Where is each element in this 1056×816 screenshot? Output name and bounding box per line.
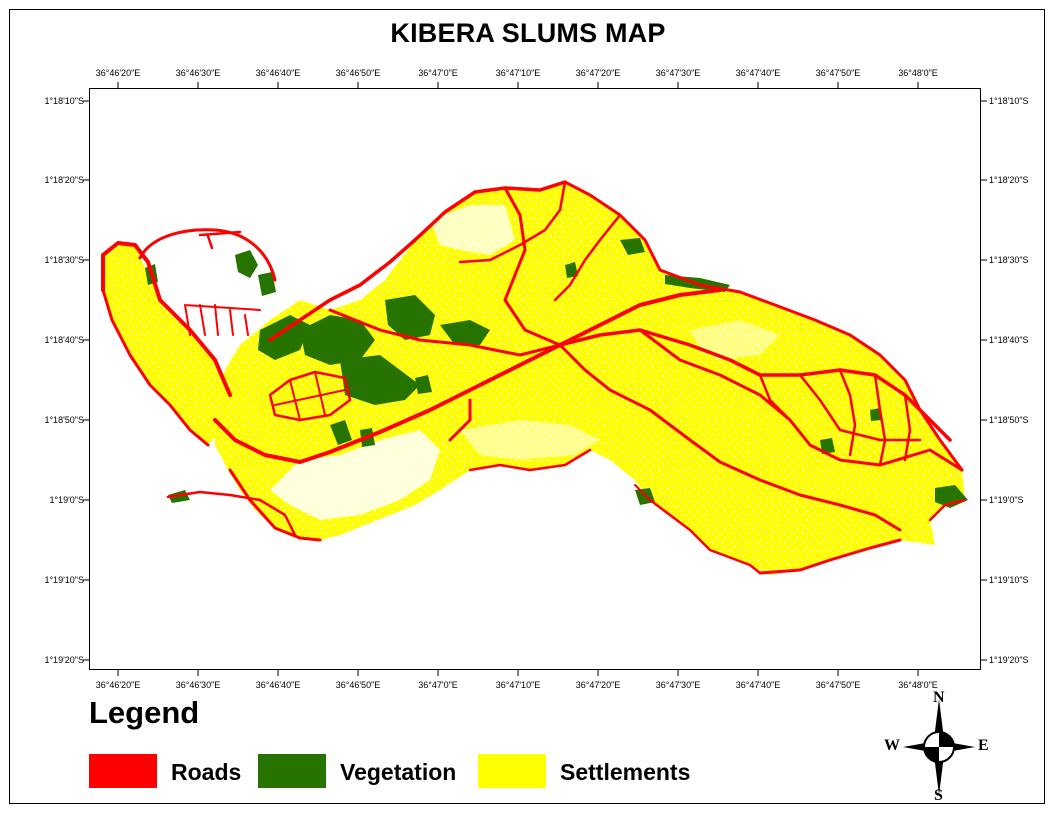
roads-swatch: [89, 754, 157, 788]
longitude-label-top: 36°46'20"E: [95, 68, 141, 78]
compass-east-label: E: [978, 737, 989, 754]
longitude-label-top: 36°47'30"E: [655, 68, 701, 78]
settlements-swatch: [478, 754, 546, 788]
compass-north-label: N: [933, 689, 945, 706]
longitude-label-top: 36°46'30"E: [175, 68, 221, 78]
longitude-label-bottom: 36°47'20"E: [575, 680, 621, 690]
roads-label: Roads: [171, 759, 242, 785]
longitude-label-top: 36°46'40"E: [255, 68, 301, 78]
latitude-label-right: 1°19'0"S: [989, 495, 1024, 505]
latitude-label-left: 1°18'20"S: [44, 175, 84, 185]
latitude-label-right: 1°19'10"S: [989, 575, 1029, 585]
map-data-frame[interactable]: [89, 88, 981, 670]
longitude-label-bottom: 36°47'0"E: [418, 680, 458, 690]
map-frame: [9, 9, 1045, 804]
latitude-label-right: 1°18'50"S: [989, 415, 1029, 425]
longitude-label-bottom: 36°46'50"E: [335, 680, 381, 690]
longitude-label-top: 36°47'0"E: [418, 68, 458, 78]
longitude-label-top: 36°47'40"E: [735, 68, 781, 78]
longitude-label-bottom: 36°46'20"E: [95, 680, 141, 690]
longitude-label-bottom: 36°47'30"E: [655, 680, 701, 690]
legend-title: Legend: [89, 695, 200, 730]
latitude-label-left: 1°18'40"S: [44, 335, 84, 345]
latitude-label-left: 1°18'10"S: [44, 96, 84, 106]
sparse-area-circle: [140, 229, 275, 305]
longitude-label-bottom: 36°46'40"E: [255, 680, 301, 690]
longitude-label-top: 36°47'50"E: [815, 68, 861, 78]
longitude-label-bottom: 36°47'10"E: [495, 680, 541, 690]
latitude-label-right: 1°18'40"S: [989, 335, 1029, 345]
longitude-label-top: 36°47'10"E: [495, 68, 541, 78]
longitude-label-bottom: 36°46'30"E: [175, 680, 221, 690]
latitude-label-left: 1°19'0"S: [49, 495, 84, 505]
latitude-label-left: 1°18'30"S: [44, 255, 84, 265]
latitude-label-right: 1°18'20"S: [989, 175, 1029, 185]
longitude-label-bottom: 36°47'50"E: [815, 680, 861, 690]
vegetation-label: Vegetation: [340, 759, 457, 785]
settlements-label: Settlements: [560, 759, 691, 785]
latitude-label-right: 1°18'10"S: [989, 96, 1029, 106]
map-title: KIBERA SLUMS MAP: [390, 18, 666, 48]
latitude-label-right: 1°18'30"S: [989, 255, 1029, 265]
latitude-label-left: 1°19'10"S: [44, 575, 84, 585]
latitude-label-left: 1°19'20"S: [44, 655, 84, 665]
road-network: [101, 180, 967, 575]
longitude-label-top: 36°48'0"E: [898, 68, 938, 78]
compass-west-label: W: [884, 737, 900, 754]
longitude-label-bottom: 36°48'0"E: [898, 680, 938, 690]
vegetation-swatch: [258, 754, 326, 788]
compass-south-label: S: [934, 787, 943, 804]
latitude-label-right: 1°19'20"S: [989, 655, 1029, 665]
longitude-label-bottom: 36°47'40"E: [735, 680, 781, 690]
longitude-label-top: 36°46'50"E: [335, 68, 381, 78]
latitude-label-left: 1°18'50"S: [44, 415, 84, 425]
longitude-label-top: 36°47'20"E: [575, 68, 621, 78]
